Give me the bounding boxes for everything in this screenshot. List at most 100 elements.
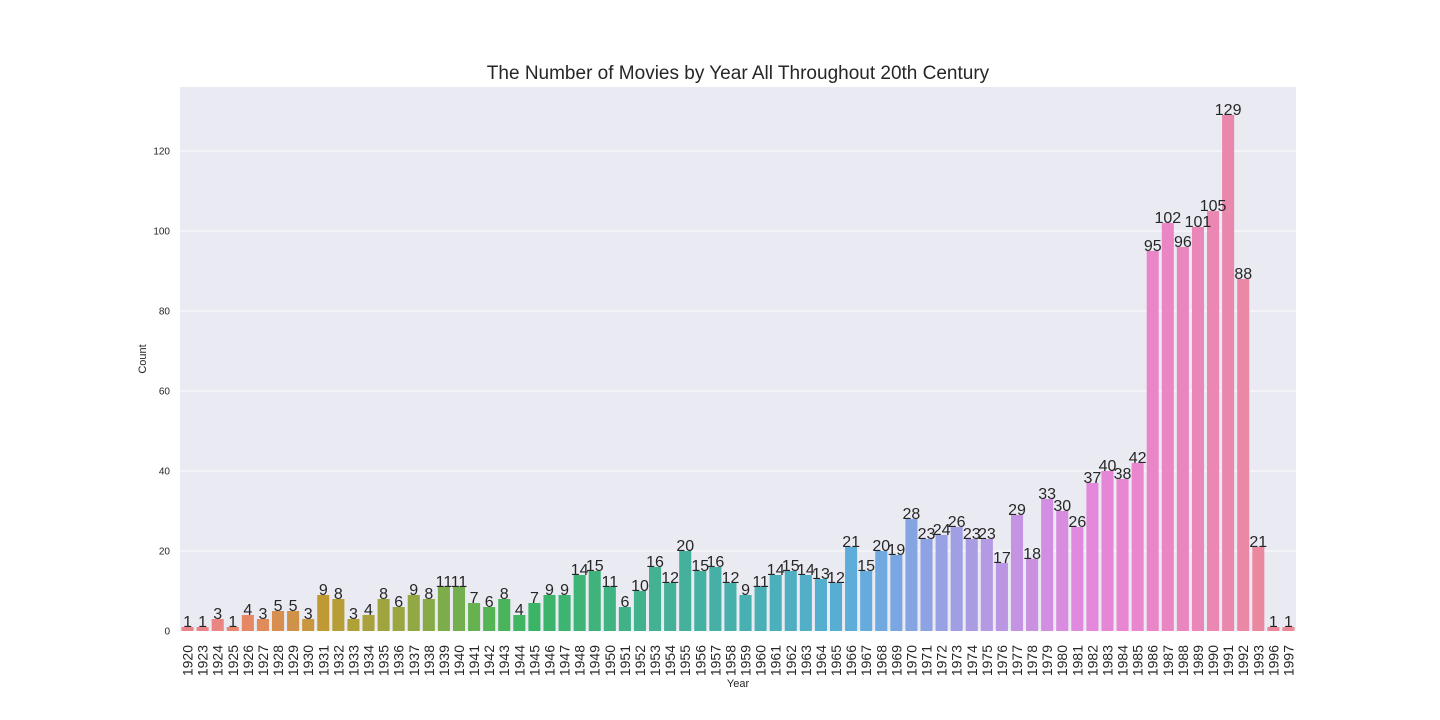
data-label: 11 [451, 574, 468, 591]
bar [377, 599, 390, 631]
data-label: 3 [258, 606, 267, 623]
bar [618, 607, 631, 631]
data-label: 42 [1129, 450, 1147, 467]
data-label: 96 [1174, 234, 1192, 251]
bar [1252, 547, 1265, 631]
x-tick-label: 1934 [361, 645, 377, 676]
bar [1041, 499, 1054, 631]
x-tick-label: 1982 [1084, 645, 1100, 676]
data-label: 28 [903, 506, 921, 523]
bar [799, 575, 812, 631]
x-tick-label: 1988 [1175, 645, 1191, 676]
x-tick-label: 1958 [722, 645, 738, 676]
bar [1282, 627, 1295, 631]
x-tick-label: 1984 [1115, 645, 1131, 676]
x-tick-label: 1945 [526, 645, 542, 676]
bar [814, 579, 827, 631]
bar [437, 587, 450, 631]
data-label: 6 [620, 594, 629, 611]
x-axis-ticks: 1920 1923 1924 1925 1926 1927 1928 1929 1930 1931… [180, 645, 1297, 676]
bar [422, 599, 435, 631]
bar [860, 571, 873, 631]
data-label: 10 [631, 578, 649, 595]
x-tick-label: 1954 [662, 645, 678, 676]
x-tick-label: 1987 [1160, 645, 1176, 676]
data-label: 9 [409, 582, 418, 599]
x-tick-label: 1997 [1280, 645, 1296, 676]
x-tick-label: 1948 [572, 645, 588, 676]
x-tick-label: 1940 [451, 645, 467, 676]
data-label: 15 [782, 558, 800, 575]
y-axis-label: Count [137, 344, 149, 373]
x-tick-label: 1986 [1145, 645, 1161, 676]
bar [1191, 227, 1205, 631]
bar [468, 603, 481, 631]
data-label: 21 [842, 534, 860, 551]
bar [995, 563, 1008, 631]
bar [784, 571, 797, 631]
data-label: 11 [752, 574, 769, 591]
bar [347, 619, 360, 631]
y-tick-label: 120 [153, 147, 170, 158]
bar [1207, 211, 1220, 631]
data-label: 15 [691, 558, 709, 575]
x-tick-label: 1961 [768, 645, 784, 676]
x-tick-label: 1932 [330, 645, 346, 676]
x-tick-label: 1960 [753, 645, 769, 676]
x-tick-label: 1929 [285, 645, 301, 676]
data-label: 20 [676, 538, 694, 555]
bar [558, 595, 571, 631]
x-tick-label: 1931 [315, 645, 331, 676]
x-tick-label: 1955 [677, 645, 693, 676]
bar [498, 599, 511, 631]
data-label: 88 [1234, 266, 1252, 283]
x-axis-label: Year [727, 678, 750, 690]
x-tick-label: 1930 [300, 645, 316, 676]
data-label: 101 [1185, 214, 1212, 231]
data-label: 29 [1008, 502, 1026, 519]
data-label: 14 [797, 562, 815, 579]
x-tick-label: 1991 [1220, 645, 1236, 676]
x-tick-label: 1971 [919, 645, 935, 676]
data-label: 4 [515, 602, 524, 619]
bar [603, 587, 616, 631]
data-label: 3 [213, 606, 222, 623]
data-label: 38 [1114, 466, 1132, 483]
data-label: 8 [424, 586, 433, 603]
x-tick-label: 1950 [602, 645, 618, 676]
bar [664, 583, 677, 631]
x-tick-label: 1952 [632, 645, 648, 676]
bar [483, 607, 496, 631]
bar [332, 599, 345, 631]
bar [769, 575, 782, 631]
x-tick-label: 1962 [783, 645, 799, 676]
x-tick-label: 1976 [994, 645, 1010, 676]
x-tick-label: 1965 [828, 645, 844, 676]
bar [980, 539, 993, 631]
bar [302, 619, 315, 631]
data-label: 1 [198, 614, 207, 631]
bar [317, 595, 330, 631]
bar [1071, 527, 1084, 631]
x-tick-label: 1928 [270, 645, 286, 676]
x-tick-label: 1980 [1054, 645, 1070, 676]
data-label: 17 [993, 550, 1011, 567]
x-tick-label: 1947 [557, 645, 573, 676]
x-tick-label: 1973 [949, 645, 965, 676]
x-tick-label: 1949 [587, 645, 603, 676]
x-tick-label: 1975 [979, 645, 995, 676]
bar [1056, 511, 1069, 631]
data-label: 19 [887, 542, 905, 559]
bars [181, 115, 1295, 631]
bar [845, 547, 858, 631]
x-tick-label: 1951 [617, 645, 633, 676]
bar [588, 571, 601, 631]
x-tick-label: 1972 [934, 645, 950, 676]
data-label: 14 [767, 562, 785, 579]
bar [196, 627, 209, 631]
bar [211, 619, 224, 631]
data-label: 7 [470, 590, 479, 607]
data-label: 40 [1099, 458, 1117, 475]
x-tick-label: 1968 [873, 645, 889, 676]
